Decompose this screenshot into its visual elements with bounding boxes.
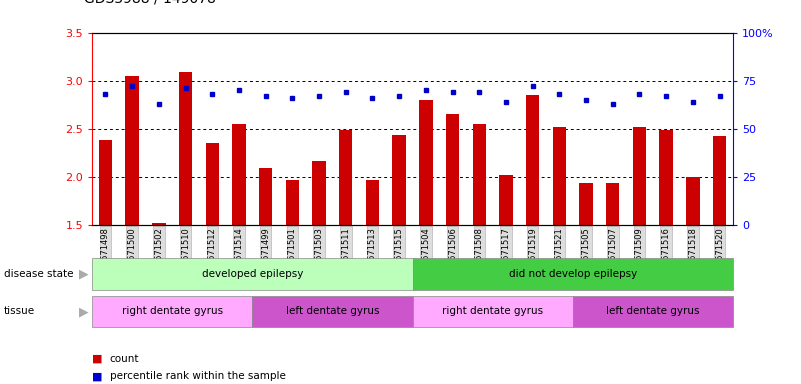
Bar (686, 177, 699, 225)
Bar (366, 180, 379, 225)
Bar (633, 127, 646, 225)
Bar (286, 180, 299, 225)
Text: right dentate gyrus: right dentate gyrus (122, 306, 223, 316)
Text: ■: ■ (92, 371, 103, 381)
Bar (392, 136, 406, 225)
Bar (606, 184, 619, 225)
Text: ■: ■ (92, 354, 103, 364)
Bar (553, 127, 566, 225)
Bar (232, 124, 246, 225)
Bar (473, 124, 486, 225)
Text: disease state: disease state (4, 269, 74, 279)
Bar (526, 95, 539, 225)
Text: percentile rank within the sample: percentile rank within the sample (110, 371, 286, 381)
Bar (152, 223, 166, 225)
Text: right dentate gyrus: right dentate gyrus (442, 306, 543, 316)
Bar (713, 136, 727, 225)
Bar (579, 184, 593, 225)
Text: left dentate gyrus: left dentate gyrus (286, 306, 379, 316)
Text: ▶: ▶ (78, 268, 88, 281)
Bar (179, 72, 192, 225)
Text: developed epilepsy: developed epilepsy (202, 269, 303, 279)
Text: ▶: ▶ (78, 305, 88, 318)
Text: GDS3988 / 149078: GDS3988 / 149078 (84, 0, 216, 6)
Bar (312, 161, 326, 225)
Bar (339, 130, 352, 225)
Bar (126, 76, 139, 225)
Text: tissue: tissue (4, 306, 35, 316)
Bar (419, 100, 433, 225)
Bar (659, 130, 673, 225)
Text: count: count (110, 354, 139, 364)
Bar (99, 140, 112, 225)
Bar (499, 175, 513, 225)
Bar (259, 168, 272, 225)
Text: did not develop epilepsy: did not develop epilepsy (509, 269, 637, 279)
Bar (206, 143, 219, 225)
Bar (446, 114, 459, 225)
Text: left dentate gyrus: left dentate gyrus (606, 306, 699, 316)
